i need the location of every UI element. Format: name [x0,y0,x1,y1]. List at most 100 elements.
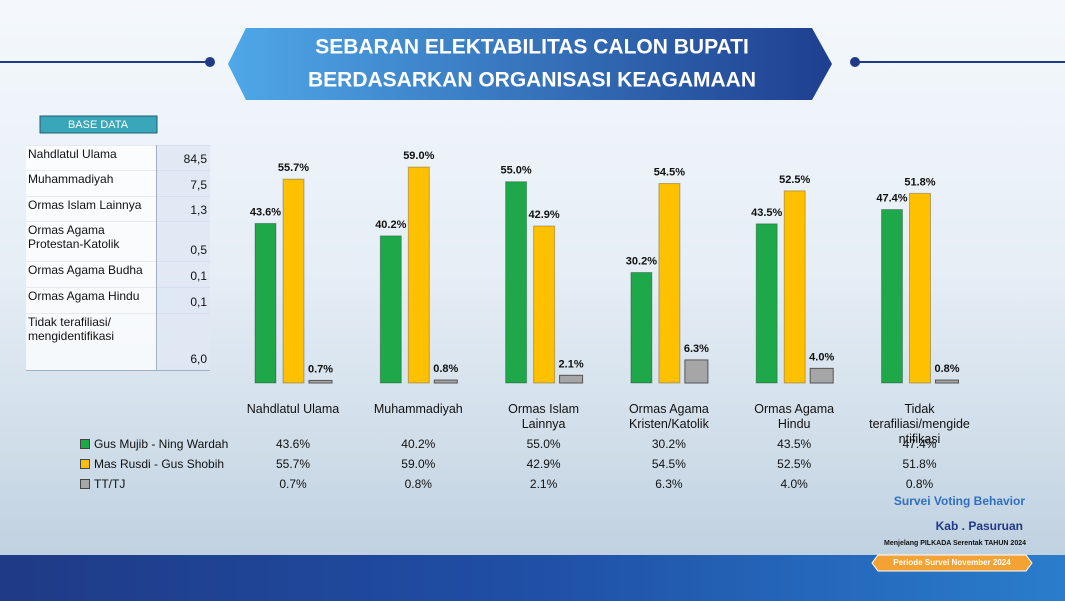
value-label: 0.8% [433,363,458,375]
value-label: 0.8% [934,363,959,375]
table-value: 55.7% [275,457,311,471]
table-value: 55.0% [526,437,561,451]
table-value: 47.4% [902,437,937,451]
bar [783,190,806,384]
table-value: 54.5% [651,457,686,471]
table-row: Nahdlatul Ulama 84,5 [26,145,210,171]
value-label: 43.5% [751,207,782,219]
legend-swatch [80,459,90,469]
value-label: 30.2% [626,255,657,267]
row-value: 0,1 [157,261,210,287]
legend-label: Gus Mujib - Ning Wardah [94,437,229,451]
category-label: Ormas Agama Kristen/Katolik [628,402,709,431]
legend-entry: Mas Rusdi - Gus Shobih [80,457,224,471]
table-value: 6.3% [655,477,683,491]
value-label: 55.0% [500,165,531,177]
bar [630,271,653,384]
value-label: 55.7% [278,162,309,174]
table-row: Muhammadiyah 7,5 [26,170,210,197]
legend-entry: TT/TJ [80,477,125,491]
bar [308,379,333,384]
value-label: 40.2% [375,219,406,231]
bar [684,359,709,384]
title-banner [228,28,832,100]
category-label: Ormas Agama Hindu [754,402,835,431]
table-row: Ormas Islam Lainnya 1,3 [26,196,210,222]
category-label: Muhammadiyah [373,402,463,416]
row-name: Ormas Agama Hindu [26,287,157,313]
bar [935,379,959,384]
table-value: 59.0% [401,457,436,471]
period-badge [871,554,1033,572]
chart-title: SEBARAN ELEKTABILITAS CALON BUPATI [315,36,749,59]
dot [205,57,215,67]
table-value: 0.8% [404,477,432,491]
table-value: 52.5% [777,457,812,471]
row-value: 84,5 [157,145,210,170]
row-name: Ormas Agama Protestan-Katolik [26,221,157,261]
footer-survey: Survei Voting Behavior [894,494,1025,508]
table-value: 2.1% [529,477,558,491]
table-value: 0.7% [279,477,307,491]
table-value: 42.9% [526,457,561,471]
legend-label: TT/TJ [94,477,126,491]
table-value: 43.5% [777,437,812,451]
value-label: 47.4% [876,193,907,205]
value-label: 51.8% [904,176,935,188]
table-value: 43.6% [275,437,311,451]
table-row: Ormas Agama Budha 0,1 [26,261,210,288]
bar [533,225,556,384]
row-name: Ormas Islam Lainnya [26,196,157,221]
table-row: Tidak terafiliasi/ mengidentifikasi 6,0 [26,313,210,371]
row-name: Nahdlatul Ulama [26,145,157,170]
value-label: 4.0% [809,351,834,363]
bar [909,192,931,384]
value-label: 59.0% [403,150,434,162]
footer-period: Periode Survei November 2024 [893,558,1011,567]
bar [755,223,778,384]
legend-swatch [80,479,90,489]
row-value: 0,5 [157,221,210,261]
table-value: 4.0% [780,477,808,491]
dot [850,57,860,67]
bar [254,222,277,384]
value-label: 6.3% [684,343,709,355]
legend-entry: Gus Mujib - Ning Wardah [80,437,228,451]
row-value: 6,0 [157,313,210,370]
row-name: Tidak terafiliasi/ mengidentifikasi [26,313,157,370]
table-row: Ormas Agama Hindu 0,1 [26,287,210,314]
value-label: 54.5% [654,167,685,179]
bar [379,235,402,384]
footer-event: Menjelang PILKADA Serentak TAHUN 2024 [884,540,1026,547]
row-value: 0,1 [157,287,210,313]
value-label: 0.7% [308,363,333,375]
value-label: 52.5% [779,174,810,186]
base-data-title: BASE DATA [68,119,129,131]
table-row: Ormas Agama Protestan-Katolik 0,5 [26,221,210,262]
bar [505,181,528,384]
bar [559,374,584,384]
bar [433,379,458,384]
row-name: Ormas Agama Budha [26,261,157,287]
row-value: 1,3 [157,196,210,221]
bar [407,166,430,384]
legend-swatch [80,439,90,449]
footer-region: Kab . Pasuruan [936,519,1023,533]
value-label: 42.9% [528,209,559,221]
value-label: 2.1% [559,358,584,370]
table-value: 30.2% [651,437,686,451]
bar [809,367,834,384]
table-value: 51.8% [902,457,937,471]
legend-label: Mas Rusdi - Gus Shobih [94,457,225,471]
table-value: 40.2% [401,437,436,451]
value-label: 43.6% [250,206,281,218]
bar [658,183,681,384]
bar [881,209,903,384]
category-label: Tidak terafiliasi/mengidentifikasi [869,402,970,446]
category-label: Ormas Islam Lainnya [508,402,580,431]
category-label: Nahdlatul Ulama [246,402,340,416]
row-name: Muhammadiyah [26,170,157,196]
table-value: 0.8% [905,477,934,491]
